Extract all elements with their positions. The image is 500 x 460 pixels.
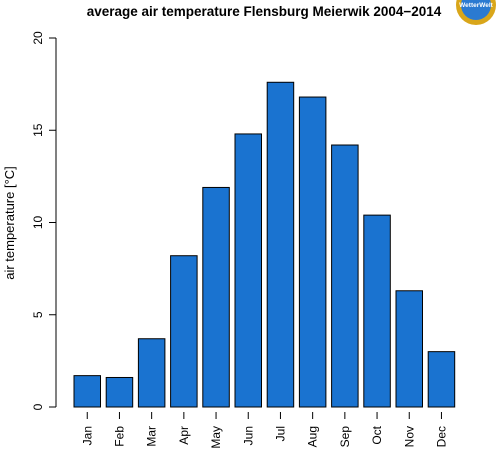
x-tick-label: May xyxy=(209,426,223,449)
bar-sep xyxy=(331,144,359,408)
x-tick-label: Nov xyxy=(402,426,416,447)
logo: WetterWelt xyxy=(456,0,496,25)
y-axis-ticks: 0 5 10 15 20 xyxy=(31,31,56,410)
x-tick-label: Oct xyxy=(370,425,384,444)
x-tick-label: Feb xyxy=(112,426,126,447)
x-tick-label: Jul xyxy=(273,426,287,441)
x-tick-label: Apr xyxy=(177,426,191,445)
bar-oct xyxy=(363,214,391,408)
y-tick-label: 15 xyxy=(31,123,45,137)
y-tick-label: 5 xyxy=(31,311,45,318)
x-tick-label: Sep xyxy=(338,426,352,448)
x-tick-label: Aug xyxy=(306,426,320,447)
bar-jan xyxy=(73,375,101,408)
y-tick-label: 0 xyxy=(31,403,45,410)
bar-apr xyxy=(170,255,198,408)
y-tick-label: 20 xyxy=(31,31,45,45)
logo-inner-disc xyxy=(461,0,491,20)
bar-dec xyxy=(427,351,456,408)
logo-text: WetterWelt xyxy=(459,2,494,9)
x-tick-label: Jun xyxy=(241,426,255,445)
chart-title: average air temperature Flensburg Meierw… xyxy=(87,4,442,19)
x-tick-label: Dec xyxy=(434,426,448,447)
x-tick-label: Mar xyxy=(145,426,159,447)
y-axis-label: air temperature [°C] xyxy=(2,166,17,280)
bar-aug xyxy=(298,96,327,408)
x-axis-ticks: Jan Feb Mar Apr May Jun Jul Aug Sep Oct Nov Dec xyxy=(80,412,448,449)
bars xyxy=(73,81,456,408)
y-tick-label: 10 xyxy=(31,216,45,230)
bar-jul xyxy=(266,81,295,408)
bar-nov xyxy=(395,290,423,408)
bar-may xyxy=(202,186,230,408)
bar-mar xyxy=(137,338,166,408)
bar-jun xyxy=(234,133,262,408)
bar-feb xyxy=(105,376,134,408)
x-tick-label: Jan xyxy=(80,426,94,445)
